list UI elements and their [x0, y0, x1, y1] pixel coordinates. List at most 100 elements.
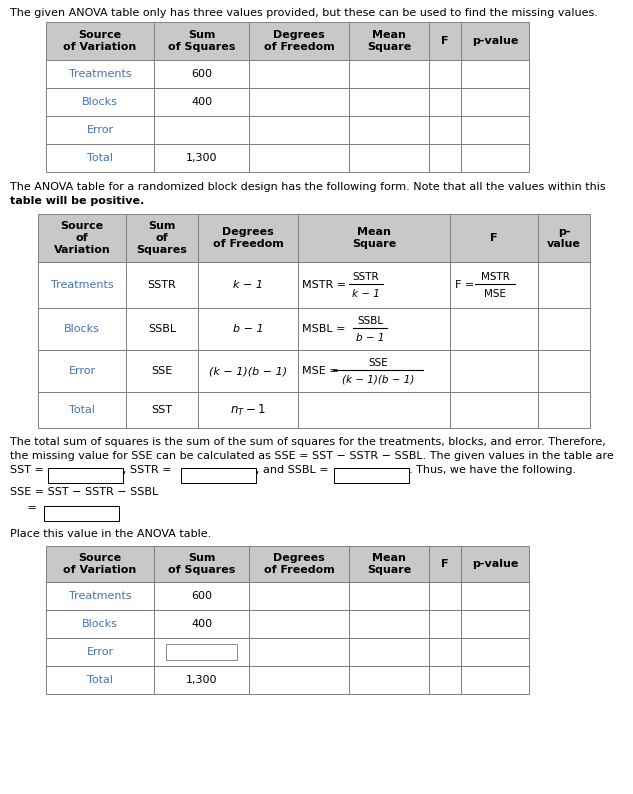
- Bar: [461, 582, 529, 610]
- Bar: [461, 638, 529, 666]
- Text: Sum
of
Squares: Sum of Squares: [137, 222, 187, 255]
- Bar: [249, 60, 349, 88]
- Text: SSE: SSE: [151, 366, 173, 376]
- Bar: [429, 546, 461, 582]
- Bar: [349, 546, 429, 582]
- Bar: [46, 116, 154, 144]
- Bar: [198, 350, 298, 392]
- Bar: [46, 582, 154, 610]
- Bar: [198, 262, 298, 308]
- Text: 1,300: 1,300: [185, 675, 217, 685]
- Bar: [126, 308, 198, 350]
- Text: Mean
Square: Mean Square: [352, 227, 396, 249]
- Bar: [450, 392, 538, 428]
- Bar: [46, 60, 154, 88]
- Bar: [461, 116, 529, 144]
- Bar: [298, 350, 450, 392]
- Bar: [538, 308, 590, 350]
- Bar: [429, 88, 461, 116]
- Text: 400: 400: [191, 619, 212, 629]
- Bar: [154, 22, 249, 60]
- Text: (k − 1)(b − 1): (k − 1)(b − 1): [209, 366, 287, 376]
- Text: Error: Error: [68, 366, 96, 376]
- Bar: [429, 116, 461, 144]
- Text: Place this value in the ANOVA table.: Place this value in the ANOVA table.: [10, 529, 211, 539]
- Text: table will be positive.: table will be positive.: [10, 196, 144, 206]
- Bar: [126, 350, 198, 392]
- Text: SSE: SSE: [368, 358, 388, 368]
- Bar: [461, 144, 529, 172]
- Bar: [249, 582, 349, 610]
- Bar: [349, 144, 429, 172]
- Bar: [46, 22, 154, 60]
- Bar: [38, 214, 126, 262]
- Text: Error: Error: [87, 125, 113, 135]
- Bar: [154, 88, 249, 116]
- Text: MSTR: MSTR: [480, 272, 510, 282]
- Text: 600: 600: [191, 591, 212, 601]
- Bar: [46, 144, 154, 172]
- Text: SSBL: SSBL: [148, 324, 176, 334]
- Bar: [461, 610, 529, 638]
- Bar: [450, 308, 538, 350]
- Bar: [154, 582, 249, 610]
- Bar: [46, 610, 154, 638]
- Text: Sum
of Squares: Sum of Squares: [168, 553, 235, 575]
- Bar: [349, 638, 429, 666]
- Text: b − 1: b − 1: [233, 324, 263, 334]
- Bar: [198, 214, 298, 262]
- Bar: [349, 582, 429, 610]
- Text: k − 1: k − 1: [352, 289, 380, 299]
- Bar: [349, 116, 429, 144]
- Text: , and SSBL =: , and SSBL =: [256, 465, 329, 475]
- Bar: [429, 666, 461, 694]
- Bar: [334, 468, 409, 483]
- Bar: [249, 22, 349, 60]
- Text: MSTR =: MSTR =: [302, 280, 346, 290]
- Text: Degrees
of Freedom: Degrees of Freedom: [263, 553, 334, 575]
- Bar: [538, 350, 590, 392]
- Bar: [181, 468, 256, 483]
- Text: Total: Total: [69, 405, 95, 415]
- Text: Degrees
of Freedom: Degrees of Freedom: [263, 30, 334, 52]
- Bar: [450, 350, 538, 392]
- Bar: [349, 610, 429, 638]
- Text: SST =: SST =: [10, 465, 44, 475]
- Bar: [154, 666, 249, 694]
- Bar: [450, 262, 538, 308]
- Text: SST: SST: [151, 405, 173, 415]
- Bar: [249, 638, 349, 666]
- Bar: [126, 262, 198, 308]
- Bar: [46, 666, 154, 694]
- Text: F: F: [441, 36, 449, 46]
- Text: Mean
Square: Mean Square: [367, 553, 411, 575]
- Text: F =: F =: [455, 280, 474, 290]
- Bar: [461, 22, 529, 60]
- Text: MSE: MSE: [484, 289, 506, 299]
- Bar: [349, 88, 429, 116]
- Bar: [249, 666, 349, 694]
- Text: Treatments: Treatments: [69, 591, 131, 601]
- Bar: [249, 88, 349, 116]
- Bar: [46, 88, 154, 116]
- Text: the missing value for SSE can be calculated as SSE = SST − SSTR − SSBL. The give: the missing value for SSE can be calcula…: [10, 451, 614, 461]
- Bar: [461, 88, 529, 116]
- Text: Mean
Square: Mean Square: [367, 30, 411, 52]
- Bar: [154, 144, 249, 172]
- Bar: [166, 644, 237, 660]
- Text: MSE =: MSE =: [302, 366, 339, 376]
- Text: Degrees
of Freedom: Degrees of Freedom: [213, 227, 284, 249]
- Text: F: F: [441, 559, 449, 569]
- Bar: [298, 262, 450, 308]
- Bar: [198, 392, 298, 428]
- Text: $n_T - 1$: $n_T - 1$: [230, 403, 266, 418]
- Bar: [429, 144, 461, 172]
- Text: Blocks: Blocks: [82, 97, 118, 107]
- Text: (k − 1)(b − 1): (k − 1)(b − 1): [342, 375, 414, 385]
- Text: F: F: [490, 233, 498, 243]
- Bar: [429, 60, 461, 88]
- Bar: [198, 308, 298, 350]
- Bar: [349, 60, 429, 88]
- Text: Source
of Variation: Source of Variation: [63, 30, 137, 52]
- Bar: [38, 350, 126, 392]
